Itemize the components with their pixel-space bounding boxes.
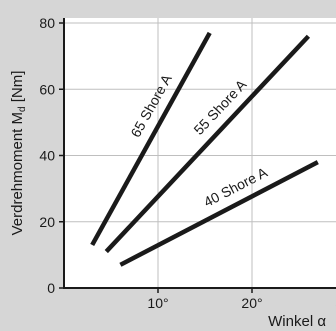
y-tick-label: 0 bbox=[47, 280, 55, 296]
y-tick-label: 80 bbox=[39, 15, 55, 31]
y-tick-label: 20 bbox=[39, 214, 55, 230]
y-axis-label-main: Verdrehmoment M bbox=[9, 112, 26, 235]
y-axis-label-unit: [Nm] bbox=[9, 71, 26, 107]
series-lines bbox=[90, 31, 319, 267]
series-line bbox=[104, 34, 311, 254]
series-line bbox=[90, 31, 212, 247]
y-tick-label: 60 bbox=[39, 81, 55, 97]
x-tick-label: 10° bbox=[147, 295, 168, 311]
y-axis-label: Verdrehmoment Md [Nm] bbox=[9, 71, 28, 236]
y-axis-label-subscript: d bbox=[17, 106, 28, 112]
axes bbox=[63, 18, 336, 289]
series-line bbox=[119, 160, 319, 267]
y-tick-label: 40 bbox=[39, 148, 55, 164]
x-tick-label: 20° bbox=[241, 295, 262, 311]
x-axis-label: Winkel α bbox=[268, 313, 326, 330]
